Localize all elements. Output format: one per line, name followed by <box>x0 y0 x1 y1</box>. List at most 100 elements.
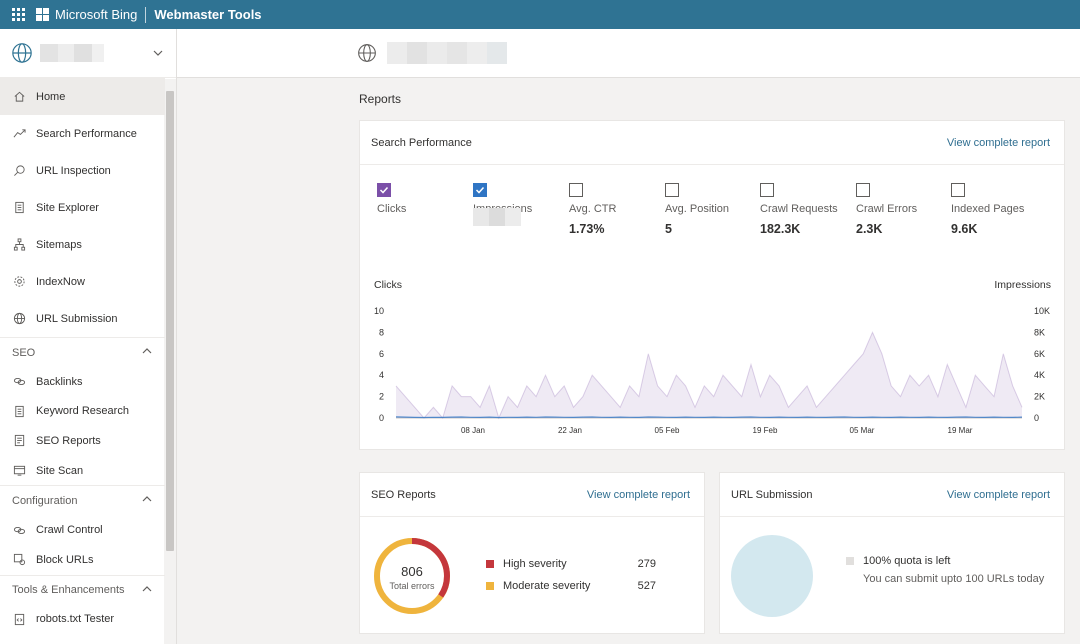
chart-left-tick-label: 8 <box>379 327 384 337</box>
globe-icon <box>358 44 376 62</box>
url-submission-card: URL Submission View complete report 100%… <box>719 472 1065 634</box>
sidebar-section-configuration[interactable]: Configuration <box>0 485 165 515</box>
chart-series-clicks <box>395 331 1023 420</box>
metric-checkbox[interactable] <box>665 183 679 197</box>
sidebar-item-url-submission[interactable]: URL Submission <box>0 300 165 337</box>
chart-right-tick-label: 4K <box>1034 370 1045 380</box>
chart-left-tick-label: 4 <box>379 370 384 380</box>
sidebar-item-robots-txt-tester[interactable]: robots.txt Tester <box>0 605 165 635</box>
metric-avg-ctr[interactable]: Avg. CTR 1.73% <box>569 183 659 236</box>
metric-label: Crawl Requests <box>760 203 838 215</box>
chart-right-tick-label: 2K <box>1034 392 1045 402</box>
metric-indexed-pages[interactable]: Indexed Pages 9.6K <box>951 183 1041 236</box>
sidebar-item-indexnow[interactable]: IndexNow <box>0 263 165 300</box>
sidebar-section-title: Tools & Enhancements <box>12 584 125 597</box>
seo-reports-card: SEO Reports View complete report 806 Tot… <box>359 472 705 634</box>
sidebar-item-site-scan[interactable]: Site Scan <box>0 456 165 486</box>
chart-x-tick-label: 22 Jan <box>558 426 582 435</box>
metric-crawl-requests[interactable]: Crawl Requests 182.3K <box>760 183 850 236</box>
site-header <box>177 29 1080 78</box>
chart-right-tick-label: 6K <box>1034 349 1045 359</box>
moderate-severity-swatch <box>486 582 494 590</box>
chevron-up-icon <box>141 345 153 360</box>
errors-donut-chart <box>374 538 450 614</box>
moderate-severity-row[interactable]: Moderate severity 527 <box>486 580 656 592</box>
sidebar-scrollbar-thumb[interactable] <box>166 91 174 551</box>
metric-checkbox[interactable] <box>377 183 391 197</box>
sidebar-item-search-performance[interactable]: Search Performance <box>0 115 165 152</box>
chart-left-tick-label: 6 <box>379 349 384 359</box>
sidebar-item-label: SEO Reports <box>36 434 101 447</box>
waffle-icon <box>11 8 25 21</box>
metric-impressions[interactable]: Impressions <box>473 183 563 226</box>
seo-reports-title: SEO Reports <box>371 488 436 501</box>
product-name[interactable]: Webmaster Tools <box>154 7 262 22</box>
site-name-redacted <box>40 44 104 62</box>
metric-avg-position[interactable]: Avg. Position 5 <box>665 183 755 236</box>
metric-value: 1.73% <box>569 222 605 236</box>
chart-x-tick-label: 19 Feb <box>753 426 778 435</box>
metric-crawl-errors[interactable]: Crawl Errors 2.3K <box>856 183 946 236</box>
chart-left-tick-label: 0 <box>379 413 384 423</box>
performance-chart: Clicks Impressions 0 2 4 6 8 10 0 2K 4K 6K 8K 10K 08 J… <box>374 279 1051 435</box>
sidebar-item-backlinks[interactable]: Backlinks <box>0 367 165 397</box>
metric-checkbox[interactable] <box>856 183 870 197</box>
search-performance-card: Search Performance View complete report … <box>359 120 1065 450</box>
chart-x-tick-label: 19 Mar <box>948 426 973 435</box>
sidebar-item-seo-reports[interactable]: SEO Reports <box>0 426 165 456</box>
crawl-icon <box>12 523 26 537</box>
high-severity-label: High severity <box>503 558 567 570</box>
high-severity-row[interactable]: High severity 279 <box>486 558 656 570</box>
microsoft-logo-icon <box>36 8 49 21</box>
sidebar-item-url-inspection[interactable]: URL Inspection <box>0 152 165 189</box>
metric-clicks[interactable]: Clicks <box>377 183 467 222</box>
sidebar-item-crawl-control[interactable]: Crawl Control <box>0 515 165 545</box>
sidebar-item-label: Backlinks <box>36 375 83 388</box>
sidebar-section-seo[interactable]: SEO <box>0 337 165 367</box>
top-bar: Microsoft Bing Webmaster Tools <box>0 0 1080 29</box>
chart-left-axis-title: Clicks <box>374 279 402 291</box>
sidebar-item-sitemaps[interactable]: Sitemaps <box>0 226 165 263</box>
url-submission-header: URL Submission View complete report <box>720 473 1064 517</box>
metric-checkbox[interactable] <box>569 183 583 197</box>
gear-icon <box>12 275 26 289</box>
chart-right-tick-label: 8K <box>1034 327 1045 337</box>
sidebar-item-label: robots.txt Tester <box>36 613 115 626</box>
sidebar-item-label: Keyword Research <box>36 405 129 418</box>
app-launcher-button[interactable] <box>0 0 36 29</box>
block-icon <box>12 553 26 567</box>
metric-checkbox[interactable] <box>760 183 774 197</box>
errors-total-label: Total errors <box>389 581 435 591</box>
sidebar-item-label: IndexNow <box>36 275 85 288</box>
chart-right-axis-title: Impressions <box>994 279 1051 291</box>
home-icon <box>12 90 26 104</box>
search-performance-view-report-link[interactable]: View complete report <box>946 136 1050 149</box>
site-selector[interactable] <box>0 29 176 78</box>
trend-icon <box>12 127 26 141</box>
brand-divider <box>145 6 147 23</box>
brand-name[interactable]: Microsoft Bing <box>55 7 138 22</box>
sidebar-item-site-explorer[interactable]: Site Explorer <box>0 189 165 226</box>
metric-label: Crawl Errors <box>856 203 918 215</box>
seo-reports-header: SEO Reports View complete report <box>360 473 704 517</box>
sidebar-item-label: Block URLs <box>36 553 94 566</box>
sidebar-item-label: Site Explorer <box>36 201 99 214</box>
sidebar: Home Search Performance URL Inspection Site… <box>0 29 177 644</box>
globe-icon <box>12 312 26 326</box>
url-submission-view-report-link[interactable]: View complete report <box>946 488 1050 501</box>
sidebar-section-tools-enhancements[interactable]: Tools & Enhancements <box>0 574 165 605</box>
sidebar-item-label: Home <box>36 90 66 103</box>
sidebar-item-block-urls[interactable]: Block URLs <box>0 545 165 575</box>
chart-x-tick-label: 08 Jan <box>461 426 485 435</box>
metric-checkbox[interactable] <box>473 183 487 197</box>
chevron-down-icon <box>153 50 163 56</box>
errors-total: 806 <box>401 564 423 579</box>
quota-circle-chart <box>731 535 813 617</box>
sidebar-item-home[interactable]: Home <box>0 78 165 115</box>
metric-checkbox[interactable] <box>951 183 965 197</box>
seo-reports-view-report-link[interactable]: View complete report <box>586 488 690 501</box>
link-icon <box>12 375 26 389</box>
chevron-up-icon <box>141 493 153 508</box>
sidebar-item-keyword-research[interactable]: Keyword Research <box>0 397 165 427</box>
metric-label: Avg. CTR <box>569 203 617 215</box>
